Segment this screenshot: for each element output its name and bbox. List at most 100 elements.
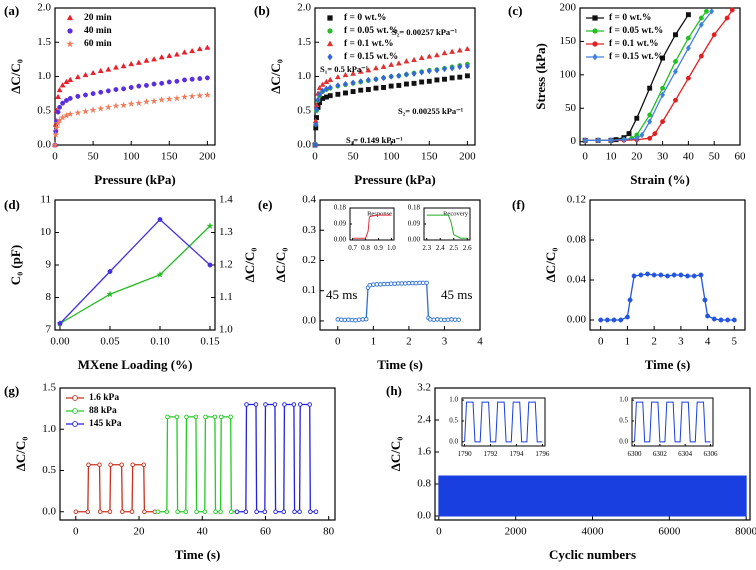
x-tick-label: 0 [73,525,79,537]
data-point [228,414,233,420]
legend-label: f = 0.05 wt.% [609,26,663,36]
x-tick-label: 20 [134,525,146,537]
data-point [155,509,161,515]
x-tick-label: 100 [123,150,140,162]
plot-frame [314,7,476,146]
inset-title: Response [367,210,392,217]
legend-label: 88 kPa [89,406,117,416]
data-point [317,91,323,98]
data-point [645,271,650,277]
data-point [449,48,456,54]
data-point [82,71,89,78]
data-point [685,35,691,41]
data-point [327,76,334,82]
x-tick-label: 40 [683,150,695,162]
data-point [63,98,69,103]
x-tick-label: 0 [582,150,588,162]
x-tick-label: 2 [406,335,412,347]
data-point [151,81,157,87]
data-point [381,74,387,82]
y-tick-label: 9 [46,259,52,271]
data-point [371,282,376,287]
y2-tick-label: 1.1 [219,291,233,303]
data-point [634,115,640,121]
panel-label: (e) [258,197,272,212]
y-tick-label: 0.4 [302,194,316,206]
data-point [334,73,341,80]
data-point [452,317,458,322]
data-point [97,67,104,74]
data-point [244,402,249,407]
data-point [335,82,341,89]
y-tick-label: 11 [40,194,51,206]
data-point [189,47,196,54]
data-point [647,118,653,125]
data-point [297,402,303,407]
y-tick-label: 1.5 [37,36,51,48]
data-point [272,402,278,407]
data-point [673,32,678,38]
data-point [660,119,666,125]
x-tick-label: 0.7 [348,244,357,252]
data-point [718,317,724,323]
legend-marker [326,40,334,47]
legend-marker [592,53,598,61]
data-point [392,281,397,286]
x-tick-label: 50 [88,150,100,162]
y-tick-label: 0.5 [619,417,628,425]
data-point [431,317,437,322]
data-point [313,121,319,128]
data-point [365,87,371,92]
data-point [51,130,60,138]
x-tick-label: 1.0 [387,244,396,252]
data-point [372,65,379,71]
x-tick-label: 2.3 [422,244,431,252]
data-point [346,317,351,322]
data-point [180,93,189,101]
legend-label: 1.6 kPa [89,393,119,403]
data-point [626,131,632,137]
y2-tick-label: 1.4 [219,194,233,206]
y-tick-label: 0.12 [567,194,586,206]
data-point [342,71,349,78]
y-tick-label: 0.2 [302,254,316,266]
data-point [456,47,463,53]
data-point [188,92,196,100]
data-point [342,317,348,323]
data-point [724,15,730,21]
y-tick-label: 0.09 [408,220,421,228]
data-point [457,63,463,71]
data-point [358,78,364,85]
data-point [442,317,447,323]
y-tick-label: 1.5 [42,382,56,394]
y-tick-label: 100 [560,68,577,80]
data-point [81,107,90,115]
data-point [442,76,447,82]
data-point [374,282,380,287]
data-point [204,44,211,50]
data-point [464,62,470,70]
x-tick-label: 6302 [653,450,668,458]
data-point [327,93,333,99]
data-point [449,65,455,72]
data-point [403,58,410,64]
y2-axis-label: ΔC/C₀ [242,248,257,283]
data-point [128,60,135,67]
y-tick-label: 2.0 [37,2,51,14]
data-point [417,280,422,286]
y-tick-label: 1.6 [417,446,431,458]
data-point [673,97,678,103]
series-line [352,214,392,239]
data-point [85,509,91,515]
data-point [435,317,440,322]
x-tick-label: 40 [197,525,209,537]
data-point [174,78,180,84]
y-tick-label: 0.8 [417,478,431,490]
data-point [358,87,364,93]
x-tick-label: 1 [625,335,631,347]
data-point [164,509,170,515]
x-axis-label: Cyclic numbers [549,547,636,562]
data-point [433,52,440,58]
y-tick-label: 1.5 [297,36,311,48]
